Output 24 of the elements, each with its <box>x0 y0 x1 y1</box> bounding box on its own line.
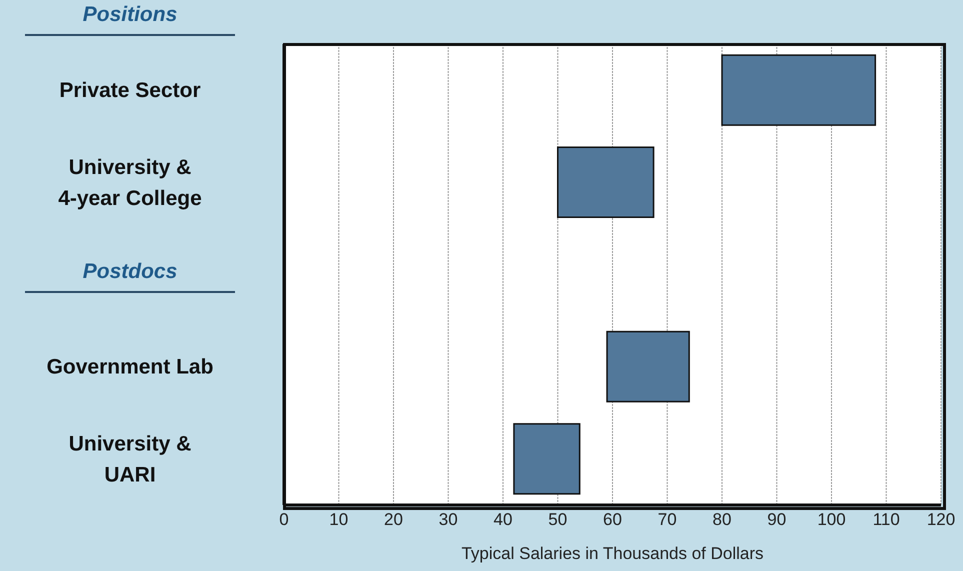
y-tick-label: University & 4-year College <box>58 155 202 210</box>
text: Positions <box>82 2 178 28</box>
x-tick-label: 90 <box>767 510 786 530</box>
bar <box>513 423 580 495</box>
bar <box>721 54 876 126</box>
y-tick-label: Private Sector <box>59 78 201 102</box>
x-tick-label: 70 <box>658 510 677 530</box>
x-tick-label: 0 <box>279 510 289 530</box>
bar <box>606 330 690 402</box>
x-tick-label: 10 <box>329 510 348 530</box>
x-axis-title: Typical Salaries in Thousands of Dollars <box>461 544 764 563</box>
x-tick-label: 110 <box>872 510 900 530</box>
y-tick-label: University & UARI <box>68 432 192 486</box>
y-tick-label: Government Lab <box>46 355 214 378</box>
x-tick-label: 60 <box>603 510 622 530</box>
x-tick-label: 100 <box>817 510 846 530</box>
text: Postdocs <box>82 258 178 285</box>
x-tick-label: 80 <box>712 510 732 530</box>
bar <box>557 146 654 218</box>
x-tick-label: 120 <box>926 510 956 530</box>
x-tick-label: 50 <box>548 510 568 530</box>
x-tick-label: 20 <box>384 510 403 530</box>
x-tick-label: 40 <box>494 510 512 530</box>
x-tick-label: 30 <box>438 510 458 530</box>
